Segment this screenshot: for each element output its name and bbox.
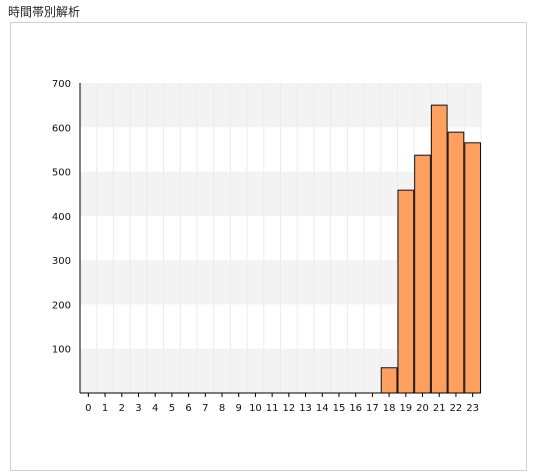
x-tick-label: 0 — [85, 403, 91, 414]
x-tick-label: 22 — [450, 403, 463, 414]
x-tick-label: 8 — [219, 403, 225, 414]
x-tick-label: 21 — [433, 403, 446, 414]
x-tick-label: 12 — [282, 403, 295, 414]
bar-hour-21 — [430, 104, 448, 394]
x-tick-label: 2 — [119, 403, 125, 414]
x-tick-label: 13 — [299, 403, 312, 414]
x-tick-label: 10 — [249, 403, 262, 414]
y-tick-label: 500 — [52, 168, 71, 179]
x-tick-label: 19 — [399, 403, 412, 414]
x-tick-label: 20 — [416, 403, 429, 414]
x-tick-label: 15 — [333, 403, 346, 414]
y-tick-label: 300 — [52, 256, 71, 267]
x-tick-label: 11 — [266, 403, 279, 414]
x-axis-ticks: 0 1 2 3 4 5 6 7 8 9 10 11 12 13 14 15 16 17 18 19 20 21 22 23 — [85, 393, 479, 414]
x-tick-label: 7 — [202, 403, 208, 414]
y-tick-label: 700 — [52, 79, 71, 90]
x-tick-label: 17 — [366, 403, 379, 414]
bars — [380, 104, 481, 394]
x-tick-label: 5 — [169, 403, 175, 414]
y-axis-ticks: 100 200 300 400 500 600 700 — [52, 79, 71, 356]
x-tick-label: 4 — [152, 403, 158, 414]
axes — [79, 83, 481, 394]
x-tick-label: 1 — [102, 403, 108, 414]
bar-hour-18 — [380, 367, 398, 394]
y-tick-label: 400 — [52, 212, 71, 223]
bar-hour-23 — [464, 142, 481, 394]
x-tick-label: 16 — [349, 403, 362, 414]
y-tick-label: 200 — [52, 300, 71, 311]
page-title: 時間帯別解析 — [8, 5, 81, 19]
bar-hour-19 — [397, 189, 415, 394]
bar-hour-22 — [447, 131, 465, 394]
y-tick-label: 600 — [52, 123, 71, 134]
y-tick-label: 100 — [52, 345, 71, 356]
bar-hour-20 — [414, 154, 431, 394]
x-tick-label: 3 — [135, 403, 141, 414]
x-tick-label: 6 — [185, 403, 191, 414]
x-tick-label: 14 — [316, 403, 329, 414]
x-tick-label: 23 — [466, 403, 479, 414]
x-tick-label: 9 — [236, 403, 242, 414]
x-tick-label: 18 — [383, 403, 396, 414]
chart-panel: 100 200 300 400 500 600 700 0 1 2 3 4 5 6 7 8 9 10 11 12 13… — [10, 22, 527, 471]
